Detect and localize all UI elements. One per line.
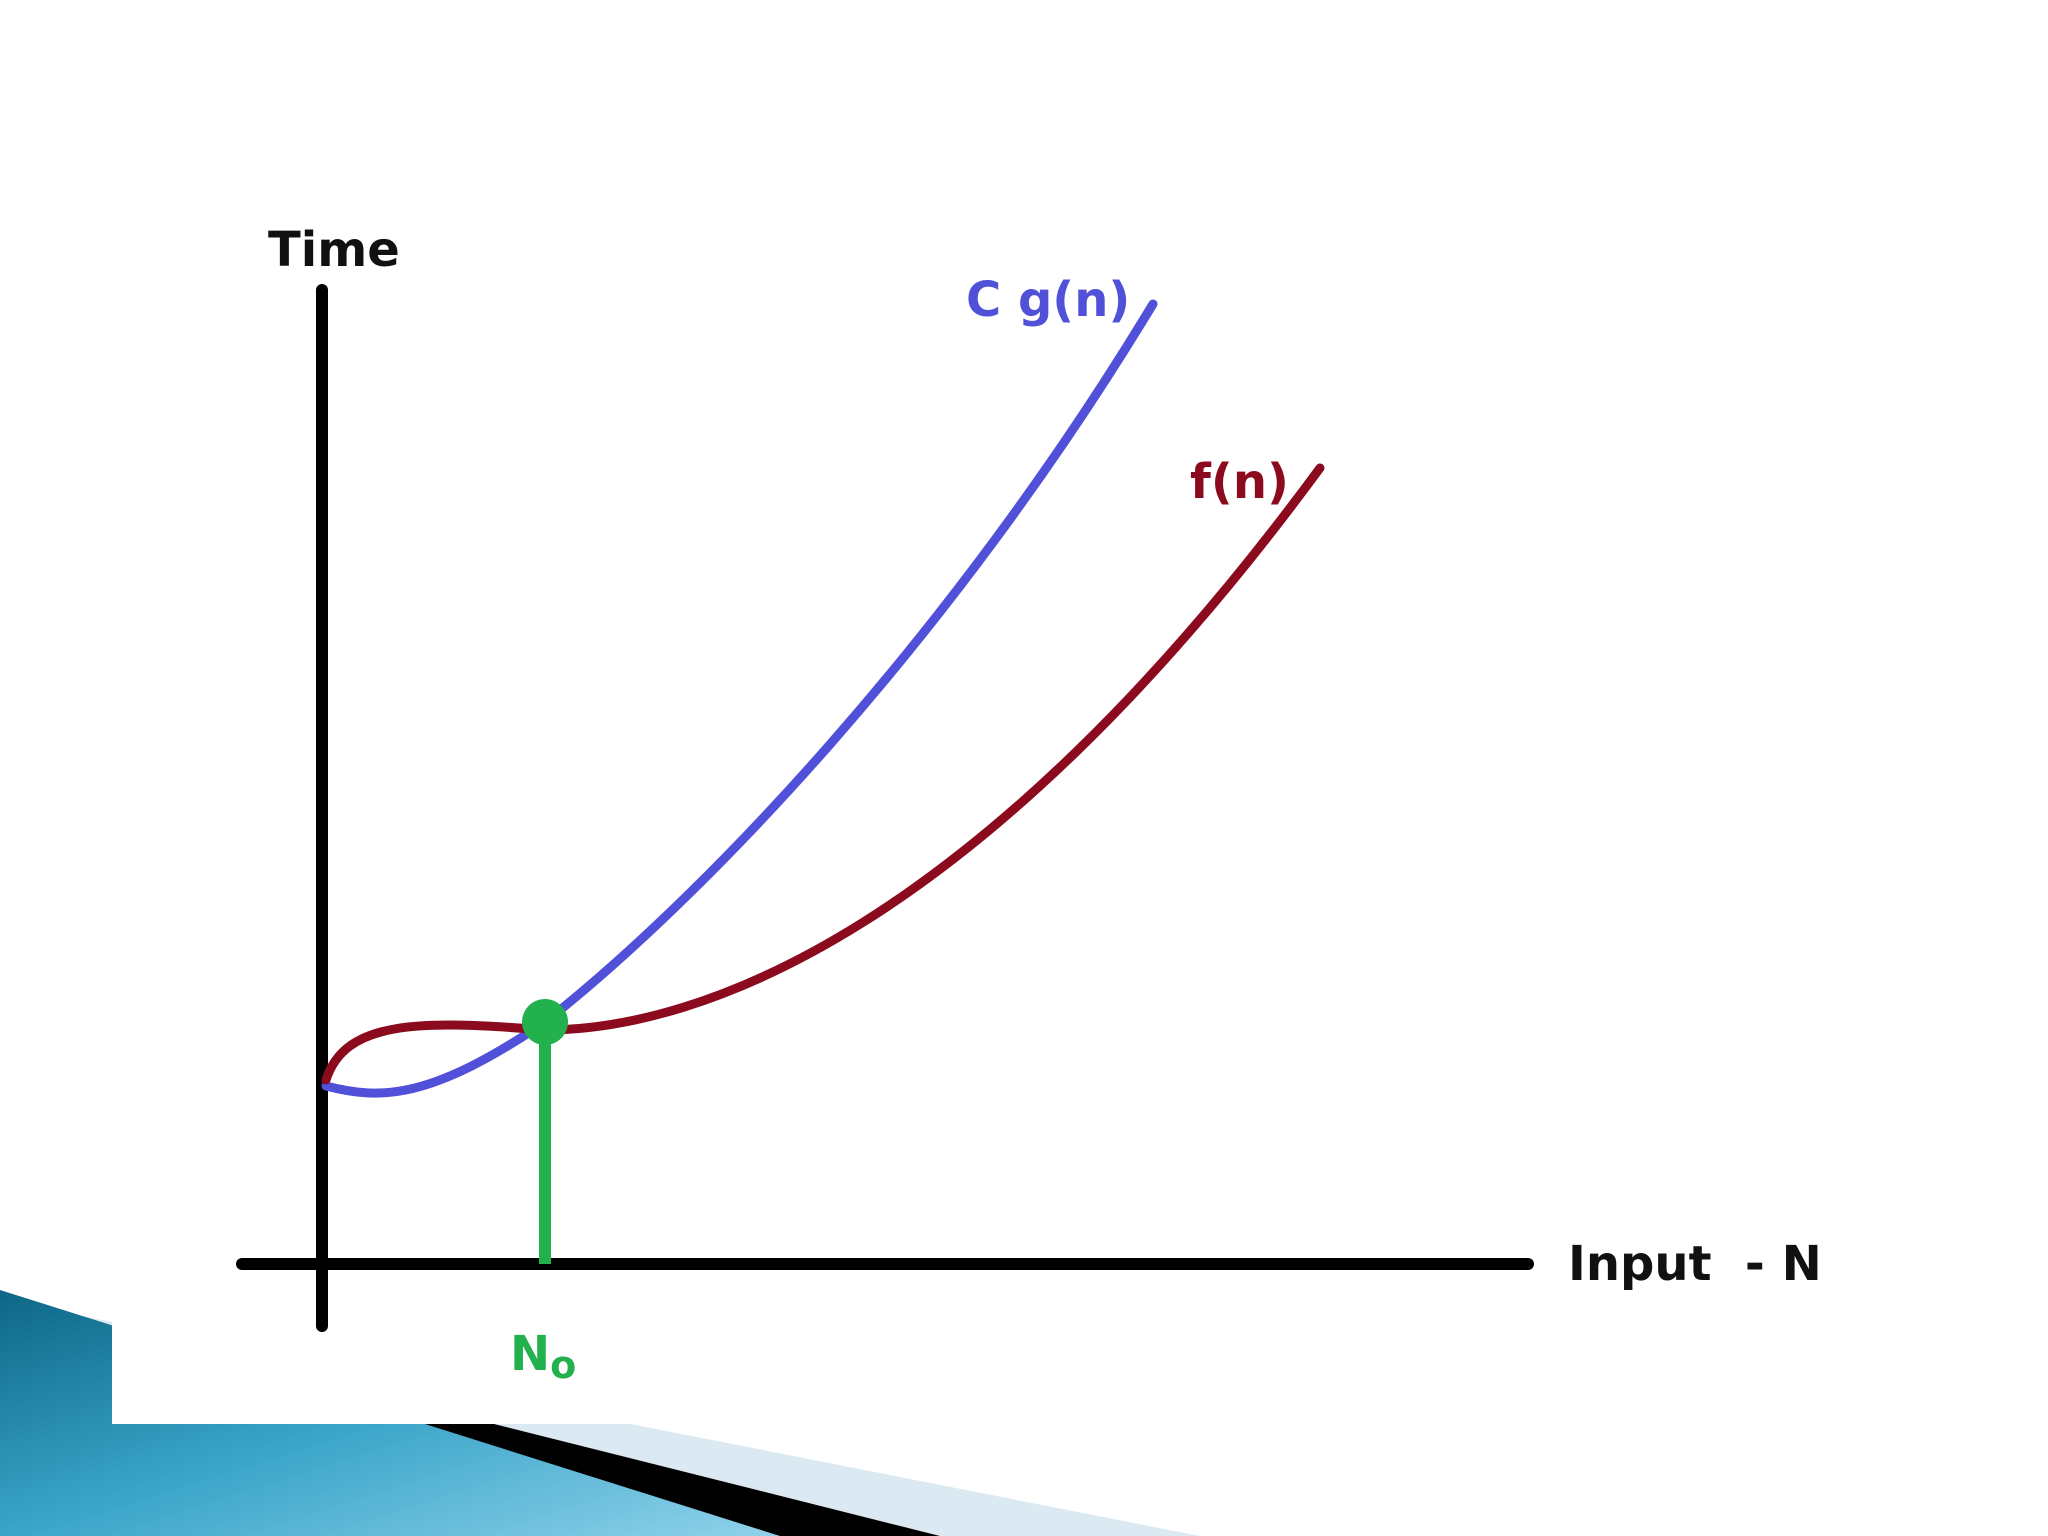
y-axis-label: Time [268,222,400,278]
n0-subscript: o [550,1343,576,1387]
cg-n-label: C g(n) [966,272,1130,328]
n0-threshold-label: No [510,1326,576,1387]
f-n-curve [321,463,1325,1085]
content-panel [112,150,1832,1424]
x-axis-label: Input - N [1568,1236,1822,1292]
intersection-point [522,999,568,1045]
f-n-label: f(n) [1190,454,1289,510]
n0-main-glyph: N [510,1326,550,1382]
cg-n-curve [321,299,1158,1098]
